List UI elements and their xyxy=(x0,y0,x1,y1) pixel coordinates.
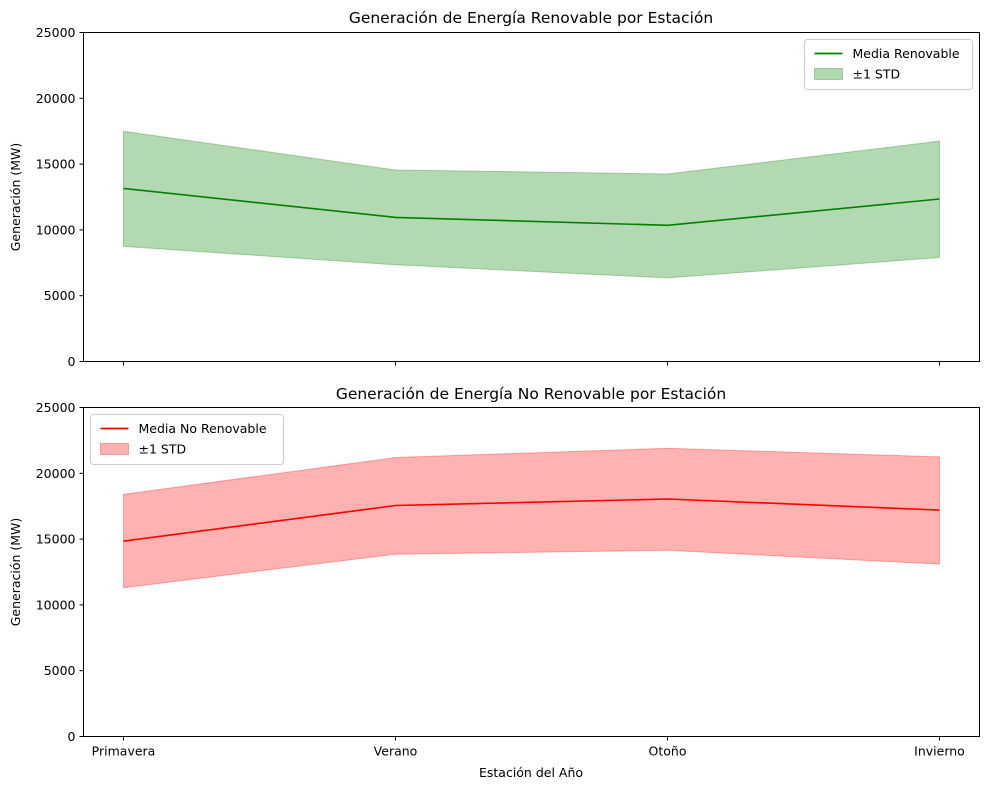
legend-label: Media Renovable xyxy=(853,46,960,61)
legend-label: ±1 STD xyxy=(853,67,901,82)
y-tick-label: 20000 xyxy=(36,91,76,106)
x-axis-label: Estación del Año xyxy=(479,765,583,780)
chart-renovable: Generación de Energía Renovable por Esta… xyxy=(8,9,980,369)
x-tick-label: Verano xyxy=(374,744,418,759)
y-tick-label: 0 xyxy=(68,354,76,369)
mean-line xyxy=(123,498,940,542)
y-axis-label: Generación (MW) xyxy=(8,143,23,252)
x-tick-label: Otoño xyxy=(649,744,687,759)
legend: Media No Renovable ±1 STD xyxy=(90,414,284,465)
legend-band-swatch xyxy=(100,443,129,455)
plot-area xyxy=(123,447,940,589)
y-tick-label: 20000 xyxy=(36,466,76,481)
mean-line xyxy=(123,187,940,227)
std-band xyxy=(123,447,940,589)
y-tick-label: 5000 xyxy=(44,663,76,678)
chart-title: Generación de Energía No Renovable por E… xyxy=(336,385,726,403)
x-tick-label: Invierno xyxy=(914,744,965,759)
plot-area xyxy=(123,130,940,279)
y-tick-label: 5000 xyxy=(44,288,76,303)
legend-band-swatch xyxy=(814,68,843,80)
y-tick-label: 25000 xyxy=(36,25,76,40)
y-axis-label: Generación (MW) xyxy=(8,518,23,627)
chart-title: Generación de Energía Renovable por Esta… xyxy=(349,9,713,27)
y-tick-label: 10000 xyxy=(36,222,76,237)
legend-label: Media No Renovable xyxy=(139,421,267,436)
y-tick-label: 15000 xyxy=(36,532,76,547)
legend: Media Renovable ±1 STD xyxy=(804,39,973,90)
plot-frame xyxy=(83,407,980,737)
y-tick-label: 15000 xyxy=(36,157,76,172)
y-tick-label: 10000 xyxy=(36,597,76,612)
y-tick-label: 25000 xyxy=(36,400,76,415)
y-tick-label: 0 xyxy=(68,729,76,744)
plot-frame xyxy=(83,32,980,362)
legend-label: ±1 STD xyxy=(139,442,187,457)
legend-box xyxy=(804,39,973,90)
legend-box xyxy=(90,414,284,465)
x-tick-label: Primavera xyxy=(92,744,156,759)
chart-no-renovable: Generación de Energía No Renovable por E… xyxy=(8,385,980,780)
std-band xyxy=(123,130,940,279)
